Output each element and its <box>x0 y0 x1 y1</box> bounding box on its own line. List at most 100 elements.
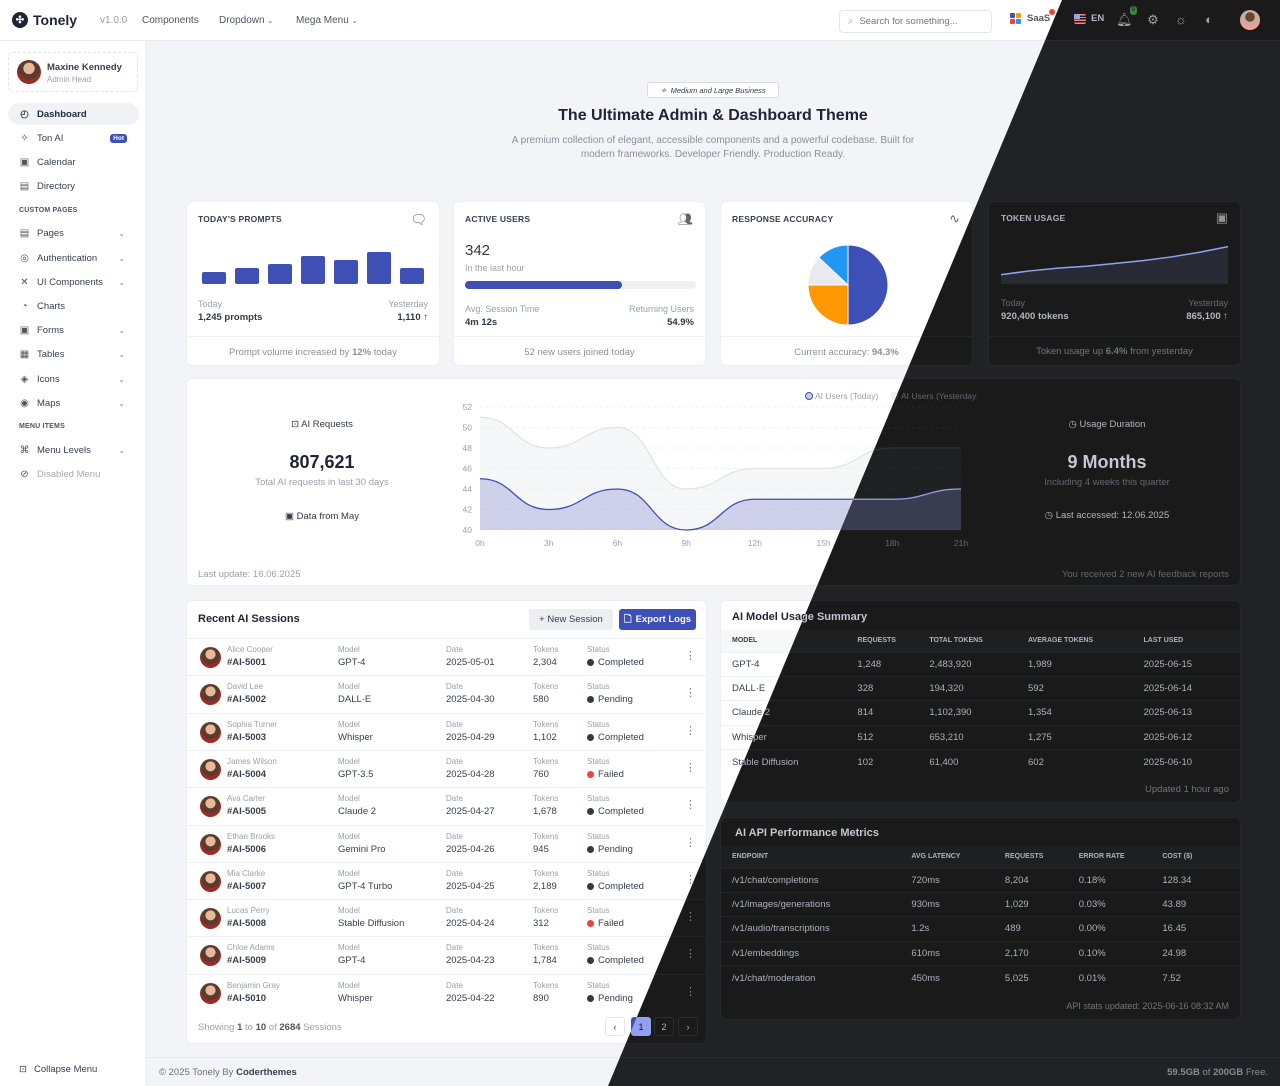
more-options-icon[interactable]: ⋮ <box>685 873 696 886</box>
collapse-menu-button[interactable]: ⊡ Collapse Menu <box>19 1064 98 1075</box>
user-avatar[interactable] <box>1240 10 1260 30</box>
avatar <box>200 833 221 855</box>
more-options-icon[interactable]: ⋮ <box>685 687 696 700</box>
session-row[interactable]: Mia Clarke #AI-5007 Model GPT-4 Turbo Date 20… <box>187 861 708 899</box>
session-row[interactable]: Alice Cooper #AI-5001 Model GPT-4 Date 2025-0… <box>187 638 708 675</box>
search-input[interactable] <box>859 16 980 27</box>
avatar <box>200 982 221 1004</box>
nav-dropdown[interactable]: Dropdown ⌄ <box>219 15 274 26</box>
sidebar-item-menu-levels[interactable]: ⌘ Menu Levels ⌄ <box>19 444 126 456</box>
token-usage-card: TOKEN USAGE ▣ Today 920,400 tokens Yeste… <box>988 201 1241 366</box>
prev-page-button[interactable]: ‹ <box>605 1017 625 1036</box>
session-id[interactable]: #AI-5006 <box>227 843 267 855</box>
more-options-icon[interactable]: ⋮ <box>685 985 696 998</box>
sidebar-item-dashboard[interactable]: ◴ Dashboard <box>8 103 139 125</box>
session-row[interactable]: Ethan Brooks #AI-5006 Model Gemini Pro Date 2… <box>187 824 708 862</box>
sidebar-item-maps[interactable]: ◉ Maps ⌄ <box>20 397 125 409</box>
status-dot <box>587 808 594 816</box>
components-icon: ✕ <box>20 276 29 288</box>
session-id[interactable]: #AI-5003 <box>227 731 267 743</box>
status-badge: Pending <box>587 694 633 705</box>
more-options-icon[interactable]: ⋮ <box>685 650 696 662</box>
tokens-value: 945 <box>533 843 549 855</box>
table-cell: 2025-06-13 <box>1132 700 1240 726</box>
page-1-button[interactable]: 1 <box>631 1017 651 1036</box>
session-row[interactable]: Chloe Adams #AI-5009 Model GPT-4 Date 2025-04… <box>187 936 708 973</box>
sidebar-item-charts[interactable]: ◔ Charts <box>8 295 139 317</box>
tokens-value: 312 <box>533 918 549 930</box>
session-row[interactable]: David Lee #AI-5002 Model DALL·E Date 2025-04-… <box>187 675 708 712</box>
sidebar-item-forms[interactable]: ▣ Forms ⌄ <box>19 325 125 337</box>
table-cell: 1,275 <box>1017 724 1133 750</box>
y-tick-label: 46 <box>463 464 473 474</box>
more-options-icon[interactable]: ⋮ <box>685 799 696 812</box>
tokens-value: 1,102 <box>533 731 557 743</box>
session-row[interactable]: Benjamin Gray #AI-5010 Model Whisper Date 202… <box>187 973 708 1011</box>
session-id[interactable]: #AI-5007 <box>227 880 267 892</box>
page-2-button[interactable]: 2 <box>654 1017 674 1036</box>
session-id[interactable]: #AI-5001 <box>227 657 267 668</box>
legend-marker <box>805 392 813 400</box>
more-options-icon[interactable]: ⋮ <box>685 724 696 737</box>
table-cell: 653,210 <box>918 724 1018 750</box>
x-tick-label: 21h <box>954 538 968 548</box>
pie-slice <box>807 284 849 326</box>
settings-icon[interactable]: ⚙ <box>1147 12 1159 27</box>
date-value: 2025-04-27 <box>446 806 495 818</box>
user-card[interactable]: Maxine Kennedy Admin Head <box>8 52 138 92</box>
notification-count: 9 <box>1129 6 1137 15</box>
search-box[interactable]: ⌕ <box>839 10 992 33</box>
sidebar-item-pages[interactable]: ▤ Pages ⌄ <box>19 228 125 240</box>
author-link[interactable]: Coderthemes <box>236 1067 297 1078</box>
status-dot <box>587 845 594 853</box>
sidebar-item-authentication[interactable]: ◎ Authentication ⌄ <box>20 252 125 264</box>
table-cell: 1,029 <box>993 891 1068 917</box>
new-session-button[interactable]: + New Session <box>529 609 613 630</box>
prompt-bar <box>334 260 358 284</box>
model-usage-card: AI Model Usage Summary MODEL REQUESTS TOTA… <box>720 600 1241 803</box>
model-value: Whisper <box>338 992 373 1004</box>
more-options-icon[interactable]: ⋮ <box>685 836 696 849</box>
app-switcher[interactable]: SaaS <box>1010 9 1056 24</box>
form-icon: ▣ <box>19 325 30 337</box>
next-page-button[interactable]: › <box>678 1017 698 1036</box>
nav-components[interactable]: Components <box>142 15 199 26</box>
more-options-icon[interactable]: ⋮ <box>685 761 696 774</box>
table-cell: 0.01% <box>1067 965 1152 990</box>
session-id[interactable]: #AI-5005 <box>227 806 267 818</box>
more-options-icon[interactable]: ⋮ <box>685 911 696 924</box>
nav-mega-menu[interactable]: Mega Menu ⌄ <box>296 15 358 26</box>
session-row[interactable]: Sophia Turner #AI-5003 Model Whisper Date 202… <box>187 712 708 750</box>
x-tick-label: 6h <box>613 538 623 548</box>
chevron-down-icon: ⌄ <box>267 18 274 25</box>
sidebar-item-directory[interactable]: ▤ Directory <box>19 181 76 193</box>
sidebar-item-tables[interactable]: ▦ Tables ⌄ <box>19 349 125 361</box>
export-logs-button[interactable]: 🗋︎ Export Logs <box>619 609 696 630</box>
session-id[interactable]: #AI-5008 <box>227 918 267 930</box>
sidebar-item-ui-components[interactable]: ✕ UI Components ⌄ <box>20 276 125 288</box>
sidebar-item-ton-ai[interactable]: ✧ Ton AI Hot <box>8 127 139 149</box>
table-cell: 24.98 <box>1151 940 1240 966</box>
session-row[interactable]: James Wilson #AI-5004 Model GPT-3.5 Date 2025… <box>187 749 708 787</box>
session-id[interactable]: #AI-5002 <box>227 694 267 706</box>
ai-usage-chart-card: ⊡ AI Requests 807,621 Total AI requests … <box>186 378 1241 586</box>
date-value: 2025-04-26 <box>446 843 495 855</box>
table-row: /v1/chat/completions 720ms 8,204 0.18% 128.3… <box>721 867 1240 893</box>
sidebar-item-icons[interactable]: ◈ Icons ⌄ <box>20 373 125 385</box>
more-options-icon[interactable]: ⋮ <box>685 948 696 961</box>
table-cell: 2,483,920 <box>918 651 1018 677</box>
session-id[interactable]: #AI-5009 <box>227 955 267 967</box>
session-id[interactable]: #AI-5004 <box>227 768 267 780</box>
bell-icon[interactable]: 🔔︎ 9 <box>1116 6 1137 27</box>
user-name: Maxine Kennedy <box>47 62 122 73</box>
table-cell: 2025-06-15 <box>1132 651 1240 677</box>
theme-toggle-icon[interactable]: ☼ <box>1175 12 1187 27</box>
avatar <box>200 796 221 818</box>
sidebar-item-calendar[interactable]: ▣ Calendar <box>19 156 76 168</box>
session-row[interactable]: Lucas Perry #AI-5008 Model Stable Diffusion… <box>187 899 708 936</box>
session-row[interactable]: Ava Carter #AI-5005 Model Claude 2 Date 2025-… <box>187 787 708 824</box>
brand-logo[interactable]: ✣ Tonely <box>12 12 77 28</box>
palette-icon[interactable]: ◐ <box>1205 12 1213 27</box>
session-id[interactable]: #AI-5010 <box>227 992 267 1004</box>
language-selector[interactable]: EN <box>1074 13 1104 24</box>
